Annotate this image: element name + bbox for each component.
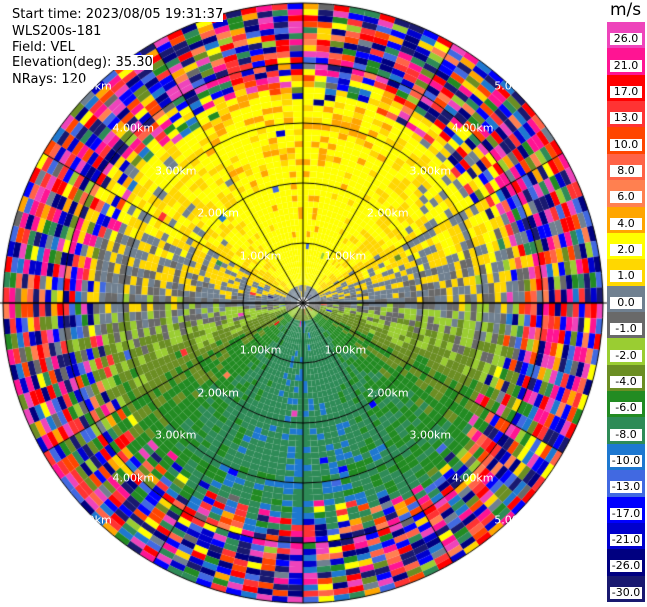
colorbar-tick-label: -4.0 [610,375,642,388]
range-ring-label: 2.00km [367,206,409,220]
range-ring-label: 5.00km [494,79,536,93]
colorbar-tick-label: -1.0 [610,323,642,336]
colorbar-tick-label: 4.0 [610,217,642,230]
colorbar-tick-label: 2.0 [610,244,642,257]
colorbar-tick-label: 17.0 [610,85,642,98]
colorbar-tick-label: -8.0 [610,428,642,441]
range-ring-label: 5.00km [70,513,112,527]
colorbar-tick-label: 10.0 [610,138,642,151]
range-ring-label: 2.00km [197,386,239,400]
field-label: Field: VEL [12,40,75,55]
colorbar-tick-label: -6.0 [610,402,642,415]
range-ring-label: 5.00km [70,79,112,93]
range-ring-label: 4.00km [451,121,494,135]
range-ring-label: 3.00km [409,428,452,442]
nrays-label: NRays: 120 [12,72,87,87]
range-ring-label: 1.00km [239,249,282,263]
instrument-label: WLS200s-181 [12,24,102,39]
colorbar-tick-label: -2.0 [610,349,642,362]
colorbar-tick-label: -21.0 [610,533,642,547]
range-ring-label: 4.00km [112,121,155,135]
range-ring-label: 3.00km [154,164,197,178]
colorbar-tick-label: -13.0 [610,480,642,494]
colorbar-tick-label: 21.0 [610,59,642,72]
colorbar-tick-label: -26.0 [610,559,642,573]
colorbar-tick-label: -10.0 [610,453,642,467]
colorbar-units: m/s [610,0,642,20]
range-ring-label: 3.00km [154,428,197,442]
colorbar-tick-label: 1.0 [610,270,642,283]
range-ring-label: 5.00km [494,513,536,527]
colorbar-tick-label: 8.0 [610,164,642,177]
range-ring-label: 1.00km [239,343,282,357]
range-ring-label: 1.00km [324,343,367,357]
range-ring-label: 2.00km [367,386,409,400]
range-ring-label: 4.00km [451,471,494,485]
range-ring-label: 4.00km [112,471,155,485]
start-time-label: Start time: 2023/08/05 19:31:37 [12,7,224,22]
colorbar-tick-label: -30.0 [610,585,642,599]
colorbar: 26.0 21.0 17.0 13.0 10.0 8.0 6.0 4.0 2.0 1.0 0.0 -1… [607,22,645,603]
elevation-label: Elevation(deg): 35.30 [12,55,153,70]
range-ring-label: 2.00km [197,206,239,220]
range-ring-label: 1.00km [324,249,367,263]
range-ring-label: 3.00km [409,164,452,178]
colorbar-tick-label: 6.0 [610,191,642,204]
colorbar-tick-label: 0.0 [610,296,642,309]
colorbar-tick-label: 13.0 [610,112,642,125]
colorbar-tick-label: -17.0 [610,506,642,520]
colorbar-tick-label: 26.0 [610,33,642,46]
